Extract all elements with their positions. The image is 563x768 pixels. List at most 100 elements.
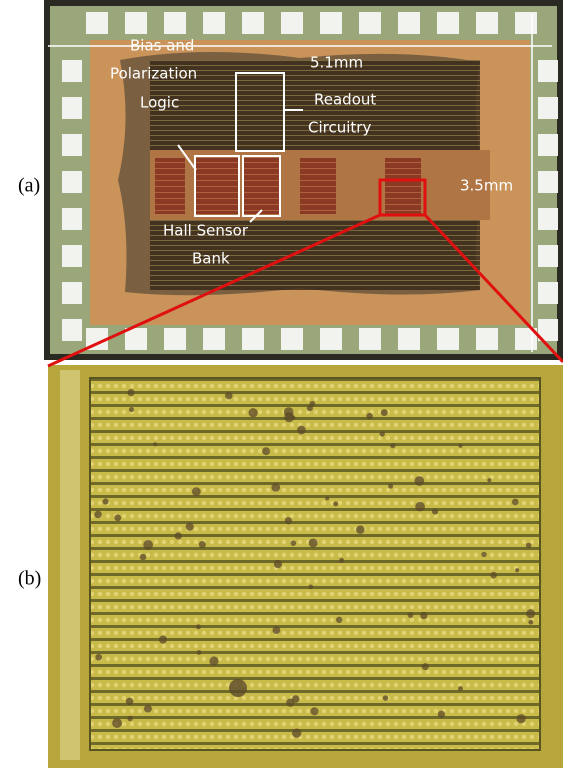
particle — [516, 714, 525, 723]
pad — [359, 12, 381, 34]
particle — [526, 543, 531, 548]
particle — [272, 626, 280, 634]
panel-b-image — [48, 365, 563, 768]
particle — [438, 711, 445, 718]
particle — [196, 624, 201, 629]
particle — [415, 502, 425, 512]
particle — [95, 654, 102, 661]
callout-line: Readout — [314, 91, 376, 109]
callout-line: Hall Sensor — [163, 222, 249, 240]
particle — [248, 408, 257, 417]
callout-line: Circuitry — [308, 119, 371, 137]
particle — [127, 716, 132, 721]
pad — [242, 328, 264, 350]
particle — [528, 620, 533, 625]
particle — [112, 718, 122, 728]
pad — [437, 12, 459, 34]
pad — [538, 208, 558, 230]
particle — [458, 686, 463, 691]
pad — [62, 134, 82, 156]
callout-line: Bias and — [130, 37, 194, 55]
particle — [339, 558, 344, 563]
particle — [285, 517, 292, 524]
pad — [398, 12, 420, 34]
particle — [143, 540, 153, 550]
pad — [538, 60, 558, 82]
pad — [203, 328, 225, 350]
pad — [538, 134, 558, 156]
particle — [186, 523, 194, 531]
particle — [144, 705, 152, 713]
pad — [398, 328, 420, 350]
particle — [94, 511, 102, 519]
height-annotation: 3.5mm — [460, 177, 513, 195]
particle — [390, 443, 395, 448]
particle — [291, 540, 297, 546]
pad — [125, 328, 147, 350]
particle — [415, 476, 425, 486]
panel-label: (a) — [18, 175, 40, 197]
particle — [286, 699, 294, 707]
pad — [62, 282, 82, 304]
pad — [86, 12, 108, 34]
particle — [526, 609, 535, 618]
particle — [199, 541, 206, 548]
pad — [203, 12, 225, 34]
particle — [420, 612, 427, 619]
particle — [432, 509, 438, 515]
particle — [274, 560, 282, 568]
pad — [476, 12, 498, 34]
particle — [366, 413, 372, 419]
particle — [325, 496, 329, 500]
callout-line: Logic — [140, 94, 179, 112]
pad — [62, 60, 82, 82]
pad — [437, 328, 459, 350]
panel-label: (b) — [18, 568, 41, 590]
particle — [380, 431, 385, 436]
particle — [307, 405, 313, 411]
pad — [476, 328, 498, 350]
particle — [225, 392, 233, 400]
pad — [281, 12, 303, 34]
particle — [271, 483, 280, 492]
pad — [62, 97, 82, 119]
particle — [515, 568, 519, 572]
particle — [175, 532, 182, 539]
pad — [62, 208, 82, 230]
width-annotation: 5.1mm — [310, 54, 363, 72]
pad — [62, 171, 82, 193]
particle — [159, 635, 167, 643]
particle — [292, 728, 301, 737]
pad — [320, 328, 342, 350]
particle — [140, 554, 146, 560]
pad — [538, 245, 558, 267]
particle — [192, 487, 201, 496]
particle — [383, 695, 388, 700]
callout-line: Polarization — [110, 65, 197, 83]
particle — [388, 484, 393, 489]
pad — [164, 12, 186, 34]
particle — [422, 663, 429, 670]
pad — [538, 171, 558, 193]
particle — [114, 514, 121, 521]
particle — [487, 478, 491, 482]
particle — [381, 409, 388, 416]
pad — [515, 12, 537, 34]
callout-line: Bank — [192, 250, 230, 268]
particle — [490, 572, 497, 579]
particle — [458, 444, 462, 448]
particle — [308, 585, 313, 590]
pad — [242, 12, 264, 34]
particle — [333, 501, 338, 506]
particle — [129, 407, 134, 412]
pad — [538, 97, 558, 119]
particle — [481, 552, 486, 557]
pad — [125, 12, 147, 34]
particle — [297, 426, 306, 435]
particle — [309, 538, 318, 547]
pad — [538, 282, 558, 304]
pad — [320, 12, 342, 34]
particle — [262, 447, 270, 455]
particle — [408, 612, 414, 618]
pad — [62, 319, 82, 341]
